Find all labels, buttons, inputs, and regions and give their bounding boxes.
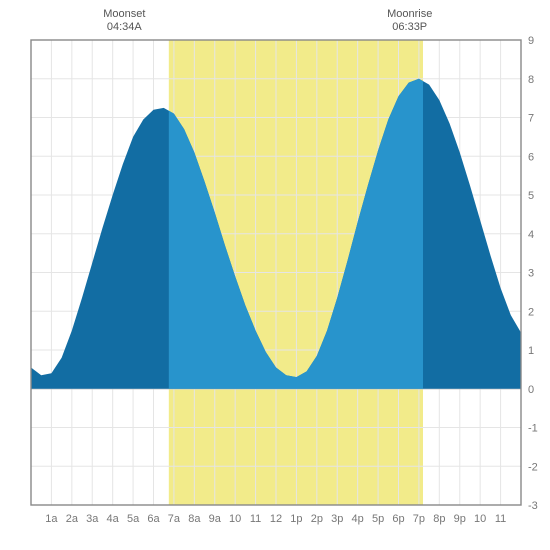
svg-text:7a: 7a <box>168 513 181 525</box>
svg-text:-2: -2 <box>528 461 538 473</box>
svg-text:11: 11 <box>250 513 261 525</box>
svg-text:4p: 4p <box>352 513 364 525</box>
svg-text:7: 7 <box>528 113 534 125</box>
svg-text:10: 10 <box>474 513 486 525</box>
moonrise-annotation: Moonrise 06:33P <box>380 8 440 34</box>
svg-text:3p: 3p <box>331 513 343 525</box>
svg-text:12: 12 <box>270 513 282 525</box>
svg-text:-3: -3 <box>528 500 538 512</box>
chart-svg: -3-2-101234567891a2a3a4a5a6a7a8a9a101112… <box>0 0 550 550</box>
svg-text:5p: 5p <box>372 513 384 525</box>
svg-text:5: 5 <box>528 190 534 202</box>
tide-chart: { "chart": { "type": "area", "width_px":… <box>0 0 550 550</box>
svg-text:9p: 9p <box>454 513 466 525</box>
svg-text:8: 8 <box>528 74 534 86</box>
moonset-title: Moonset <box>103 8 145 20</box>
svg-text:1a: 1a <box>45 513 58 525</box>
moonrise-time: 06:33P <box>380 21 440 34</box>
svg-text:3: 3 <box>528 268 534 280</box>
svg-text:6p: 6p <box>392 513 404 525</box>
svg-text:4a: 4a <box>107 513 120 525</box>
svg-text:2a: 2a <box>66 513 79 525</box>
svg-text:5a: 5a <box>127 513 140 525</box>
svg-text:9a: 9a <box>209 513 222 525</box>
svg-text:10: 10 <box>229 513 241 525</box>
svg-text:6a: 6a <box>147 513 160 525</box>
svg-text:0: 0 <box>528 384 534 396</box>
svg-text:1: 1 <box>528 345 534 357</box>
moonrise-title: Moonrise <box>387 8 432 20</box>
svg-text:9: 9 <box>528 35 534 47</box>
svg-text:7p: 7p <box>413 513 425 525</box>
svg-text:-1: -1 <box>528 423 538 435</box>
svg-text:8a: 8a <box>188 513 201 525</box>
svg-text:6: 6 <box>528 151 534 163</box>
moonset-time: 04:34A <box>94 21 154 34</box>
svg-text:11: 11 <box>495 513 506 525</box>
svg-text:3a: 3a <box>86 513 99 525</box>
svg-text:8p: 8p <box>433 513 445 525</box>
svg-text:1p: 1p <box>290 513 302 525</box>
svg-text:4: 4 <box>528 229 534 241</box>
svg-text:2p: 2p <box>311 513 323 525</box>
moonset-annotation: Moonset 04:34A <box>94 8 154 34</box>
svg-text:2: 2 <box>528 306 534 318</box>
